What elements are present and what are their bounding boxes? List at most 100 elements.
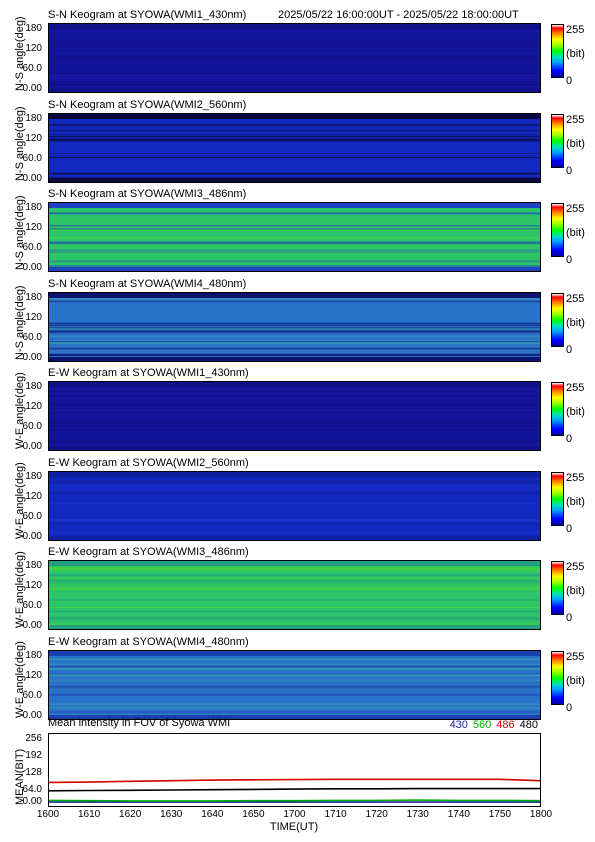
colorbar-min: 0 [566, 344, 573, 356]
series-line-486 [49, 778, 540, 784]
keogram-y-axis-label: W-E angle(deg) [14, 462, 26, 539]
keogram-y-tick: 60.0 [22, 511, 42, 522]
keogram-y-axis-label: N-S angle(deg) [14, 195, 26, 270]
keogram-y-tick: 60.0 [22, 63, 42, 74]
keogram-image [48, 560, 541, 630]
keogram-y-tick: 180 [25, 381, 42, 392]
colorbar-max: 255 [566, 382, 585, 394]
keogram-y-tick: 0.00 [22, 262, 42, 273]
keogram-svg [49, 382, 540, 450]
colorbar-min: 0 [566, 254, 573, 266]
x-tick-label: 1800 [529, 809, 553, 820]
colorbar-unit: (bit) [566, 48, 585, 60]
colorbar-max: 255 [566, 472, 585, 484]
colorbar-unit: (bit) [566, 138, 585, 150]
keogram-y-tick: 120 [25, 401, 42, 412]
colorbar-max: 255 [566, 293, 585, 305]
colorbar-unit: (bit) [566, 675, 585, 687]
x-tick-label: 1610 [77, 809, 101, 820]
keogram-y-tick: 0.00 [22, 531, 42, 542]
colorbar-max: 255 [566, 24, 585, 36]
keogram-y-tick: 0.00 [22, 620, 42, 631]
keogram-y-tick: 120 [25, 312, 42, 323]
keogram-y-tick: 180 [25, 23, 42, 34]
colorbar-min: 0 [566, 75, 573, 87]
colorbar [551, 203, 564, 257]
colorbar [551, 561, 564, 615]
legend-560: 560 [472, 719, 492, 731]
keogram-title: E-W Keogram at SYOWA(WMI4_480nm) [48, 636, 249, 648]
x-tick-label: 1650 [242, 809, 265, 820]
keogram-svg [49, 114, 540, 182]
keogram-y-tick: 60.0 [22, 153, 42, 164]
mean-line-chart [49, 778, 540, 803]
x-tick-label: 1740 [447, 809, 470, 820]
legend-486: 486 [496, 719, 515, 731]
x-tick-label: 1630 [160, 809, 183, 820]
keogram-y-tick: 180 [25, 650, 42, 661]
colorbar-max: 255 [566, 203, 585, 215]
keogram-y-tick: 180 [25, 560, 42, 571]
keogram-y-tick: 120 [25, 222, 42, 233]
keogram-y-tick: 0.00 [22, 710, 42, 721]
mean-title: Mean intensity in FOV of Syowa WMI [48, 717, 231, 729]
mean-y-tick: 0.00 [22, 796, 42, 807]
colorbar-max: 255 [566, 561, 585, 573]
x-tick-label: 1730 [406, 809, 429, 820]
keogram-svg [49, 561, 540, 629]
legend-480: 480 [519, 719, 538, 731]
x-tick-label: 1600 [36, 809, 60, 820]
keogram-y-tick: 60.0 [22, 600, 42, 611]
x-tick-label: 1620 [119, 809, 142, 820]
keogram-svg [49, 293, 540, 361]
keogram-y-tick: 120 [25, 43, 42, 54]
colorbar-max: 255 [566, 114, 585, 126]
keogram-y-axis-label: N-S angle(deg) [14, 16, 26, 91]
mean-y-tick: 192 [25, 750, 42, 761]
keogram-svg [49, 24, 540, 92]
keogram-y-tick: 60.0 [22, 332, 42, 343]
colorbar [551, 472, 564, 526]
mean-plot [48, 733, 541, 807]
colorbar-min: 0 [566, 612, 573, 624]
keogram-title: S-N Keogram at SYOWA(WMI1_430nm) [48, 9, 247, 21]
keogram-svg [49, 472, 540, 540]
keogram-image [48, 650, 541, 720]
keogram-image [48, 113, 541, 183]
colorbar-unit: (bit) [566, 227, 585, 239]
colorbar-unit: (bit) [566, 317, 585, 329]
colorbar-unit: (bit) [566, 585, 585, 597]
keogram-y-tick: 180 [25, 292, 42, 303]
keogram-title: E-W Keogram at SYOWA(WMI3_486nm) [48, 546, 249, 558]
x-axis-label: TIME(UT) [269, 821, 319, 833]
keogram-y-tick: 60.0 [22, 242, 42, 253]
colorbar-unit: (bit) [566, 496, 585, 508]
mean-legend: 430 560 486 480 [445, 719, 538, 731]
colorbar-min: 0 [566, 523, 573, 535]
series-line-480 [49, 787, 540, 792]
x-tick-label: 1640 [201, 809, 224, 820]
keogram-y-tick: 120 [25, 491, 42, 502]
keogram-title: E-W Keogram at SYOWA(WMI2_560nm) [48, 457, 249, 469]
keogram-svg [49, 203, 540, 271]
time-range: 2025/05/22 16:00:00UT - 2025/05/22 18:00… [278, 9, 519, 21]
keogram-y-axis-label: W-E angle(deg) [14, 641, 26, 718]
series-line-560 [49, 799, 540, 802]
keogram-y-tick: 0.00 [22, 441, 42, 452]
colorbar-min: 0 [566, 165, 573, 177]
colorbar-min: 0 [566, 433, 573, 445]
colorbar-min: 0 [566, 702, 573, 714]
colorbar-max: 255 [566, 651, 585, 663]
keogram-image [48, 292, 541, 362]
colorbar [551, 24, 564, 78]
keogram-image [48, 202, 541, 272]
keogram-image [48, 23, 541, 93]
keogram-title: S-N Keogram at SYOWA(WMI4_480nm) [48, 278, 247, 290]
mean-y-tick: 256 [25, 733, 42, 744]
colorbar [551, 114, 564, 168]
keogram-y-tick: 0.00 [22, 83, 42, 94]
keogram-image [48, 381, 541, 451]
keogram-y-axis-label: W-E angle(deg) [14, 551, 26, 628]
keogram-image [48, 471, 541, 541]
x-tick-label: 1710 [324, 809, 347, 820]
